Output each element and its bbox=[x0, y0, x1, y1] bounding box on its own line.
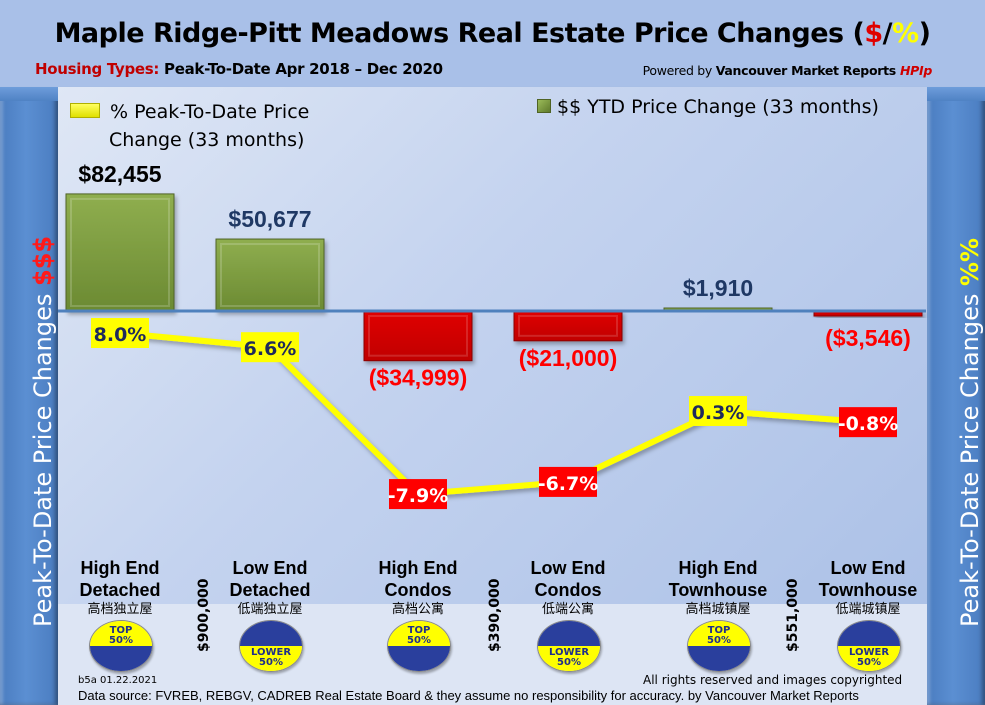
category-line2: Condos bbox=[384, 580, 452, 600]
badge-text: LOWER 50% bbox=[250, 647, 292, 668]
pct-label-bg bbox=[689, 396, 747, 427]
legend-swatch-yellow bbox=[70, 103, 100, 118]
top-50-badge: TOP 50% bbox=[387, 620, 451, 672]
bar-0 bbox=[65, 193, 175, 312]
lower-50-badge: LOWER 50% bbox=[837, 620, 901, 672]
left-axis-panel: Peak-To-Date Price Changes $$$ bbox=[0, 87, 58, 705]
right-axis-panel: Peak-To-Date Price Changes %% bbox=[927, 87, 985, 705]
pct-label-4: 0.3% bbox=[689, 396, 747, 427]
pct-label-text: 6.6% bbox=[244, 338, 297, 360]
category-label: High End Condos 高档公寓 bbox=[348, 557, 488, 619]
category-label: Low End Condos 低端公寓 bbox=[498, 557, 638, 619]
pct-label-bg bbox=[389, 479, 447, 510]
plot-area bbox=[58, 87, 927, 705]
header-band bbox=[0, 0, 985, 86]
badge-text: LOWER 50% bbox=[548, 647, 590, 668]
price-threshold: $551,000 bbox=[785, 578, 801, 652]
category-chinese: 高档独立屋 bbox=[87, 602, 153, 617]
category-line2: Detached bbox=[79, 580, 161, 600]
legend-dollar: $$ YTD Price Change (33 months) bbox=[537, 96, 879, 118]
data-source-note: Data source: FVREB, REBGV, CADREB Real E… bbox=[78, 688, 859, 703]
category-chinese: 高档城镇屋 bbox=[685, 602, 751, 617]
pct-label-0: 8.0% bbox=[91, 318, 149, 348]
bar-value-label: ($34,999) bbox=[369, 365, 467, 391]
bar-1 bbox=[215, 238, 325, 312]
pct-label-3: -6.7% bbox=[538, 466, 599, 497]
top-50-badge: TOP 50% bbox=[89, 620, 153, 672]
badge-text: TOP 50% bbox=[109, 625, 133, 646]
category-chinese: 低端城镇屋 bbox=[835, 602, 901, 617]
pct-label-bg bbox=[241, 332, 299, 363]
chart-subtitle: Housing Types: Peak-To-Date Apr 2018 – D… bbox=[35, 60, 443, 78]
pct-label-text: -0.8% bbox=[838, 413, 899, 435]
bar-value-label: $1,910 bbox=[683, 275, 753, 301]
pct-line bbox=[119, 330, 869, 498]
bar-value-label: $82,455 bbox=[78, 161, 161, 187]
category-label: Low End Townhouse 低端城镇屋 bbox=[798, 557, 938, 619]
category-line1: Low End bbox=[530, 558, 606, 578]
top-50-badge: TOP 50% bbox=[687, 620, 751, 672]
price-threshold: $390,000 bbox=[487, 578, 503, 652]
pct-label-text: 0.3% bbox=[692, 402, 745, 424]
bar-bevel bbox=[70, 197, 170, 307]
category-line2: Condos bbox=[534, 580, 602, 600]
badge-text: TOP 50% bbox=[707, 625, 731, 646]
bar-bevel bbox=[220, 243, 320, 308]
category-label: High End Detached 高档独立屋 bbox=[50, 557, 190, 619]
category-line1: Low End bbox=[232, 558, 308, 578]
powered-by: Powered by Vancouver Market Reports HPIp bbox=[642, 63, 933, 78]
price-threshold: $900,000 bbox=[196, 578, 212, 652]
bar-value-label: ($21,000) bbox=[519, 345, 617, 371]
pct-label-5: -0.8% bbox=[838, 407, 899, 438]
category-chinese: 低端独立屋 bbox=[237, 602, 303, 617]
category-line1: Low End bbox=[830, 558, 906, 578]
bar-value-label: $50,677 bbox=[228, 206, 311, 232]
legend-swatch-green bbox=[537, 98, 551, 113]
bar-2 bbox=[363, 310, 473, 362]
category-line2: Detached bbox=[229, 580, 311, 600]
bar-bevel bbox=[368, 315, 468, 357]
badge-text: LOWER 50% bbox=[848, 647, 890, 668]
pct-label-2: -7.9% bbox=[388, 479, 449, 510]
lower-50-badge: LOWER 50% bbox=[537, 620, 601, 672]
category-line1: High End bbox=[378, 558, 458, 578]
copyright-note: All rights reserved and images copyright… bbox=[643, 673, 903, 687]
category-chinese: 高档公寓 bbox=[391, 602, 444, 617]
legend-pct: % Peak-To-Date Price Change (33 months) bbox=[70, 98, 309, 154]
bar-value-label: ($3,546) bbox=[825, 325, 911, 351]
category-label: Low End Detached 低端独立屋 bbox=[200, 557, 340, 619]
category-label: High End Townhouse 高档城镇屋 bbox=[648, 557, 788, 619]
category-line2: Townhouse bbox=[668, 580, 768, 600]
chart-title: Maple Ridge-Pitt Meadows Real Estate Pri… bbox=[54, 18, 931, 49]
category-line1: High End bbox=[678, 558, 758, 578]
category-line2: Townhouse bbox=[818, 580, 918, 600]
category-line1: High End bbox=[80, 558, 160, 578]
category-band bbox=[58, 604, 927, 705]
version-code: b5a 01.22.2021 bbox=[78, 675, 158, 686]
bar-bevel bbox=[518, 315, 618, 337]
pct-label-text: -7.9% bbox=[388, 485, 449, 507]
badge-text: TOP 50% bbox=[407, 625, 431, 646]
pct-label-1: 6.6% bbox=[241, 332, 299, 363]
pct-label-text: -6.7% bbox=[538, 473, 599, 495]
pct-label-bg bbox=[839, 407, 897, 438]
pct-label-text: 8.0% bbox=[94, 324, 147, 346]
category-chinese: 低端公寓 bbox=[541, 602, 594, 617]
pct-label-bg bbox=[91, 318, 149, 348]
lower-50-badge: LOWER 50% bbox=[239, 620, 303, 672]
pct-label-bg bbox=[539, 466, 597, 497]
